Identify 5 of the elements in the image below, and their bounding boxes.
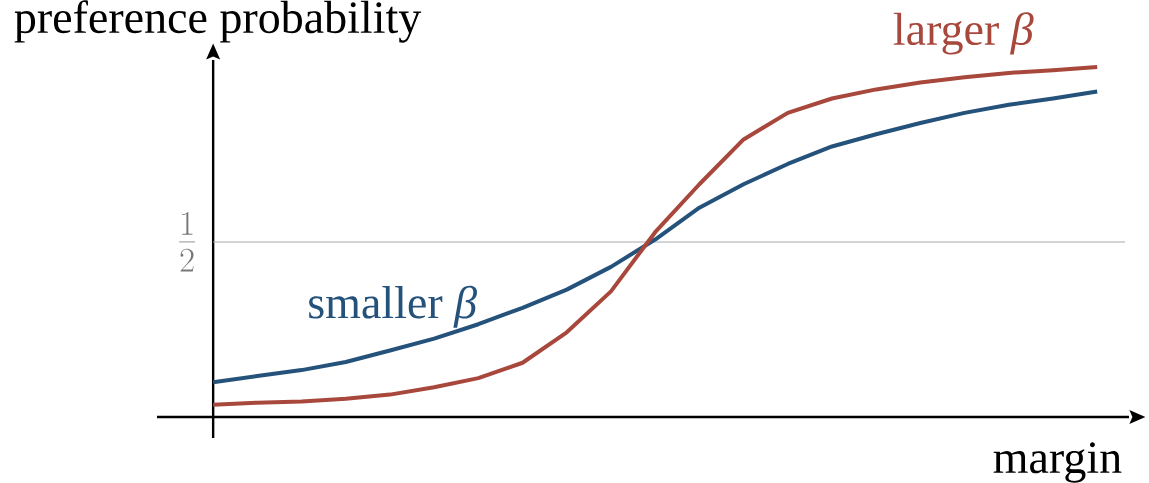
y-axis-title: preference probability xyxy=(14,0,422,43)
series-label: smaller β xyxy=(309,285,477,328)
x-axis-title: margin xyxy=(993,442,1122,483)
series-label: larger β xyxy=(893,12,1034,55)
ref-line-label: $\frac{1}{2}$ xyxy=(179,211,196,272)
